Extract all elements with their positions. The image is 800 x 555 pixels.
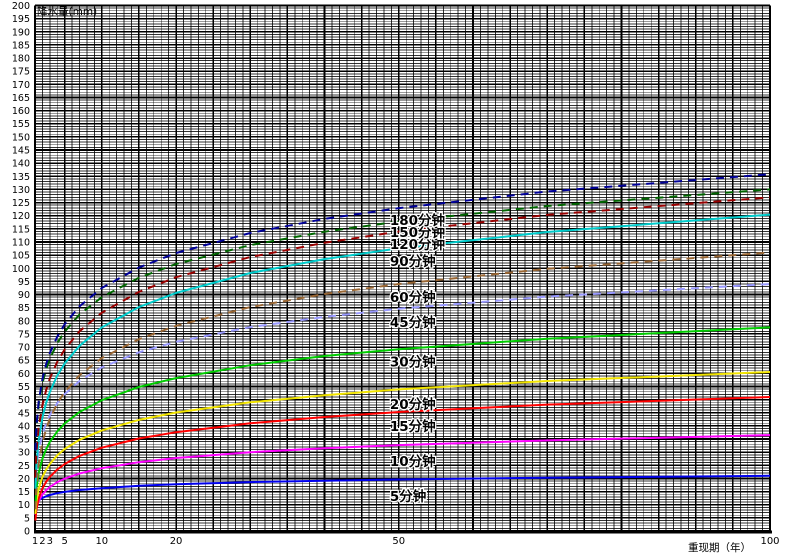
y-tick-label: 70 — [18, 343, 30, 354]
y-tick-label: 135 — [12, 172, 30, 183]
series-curve-10分钟 — [34, 434, 771, 516]
series-label: 20分钟 — [390, 396, 436, 413]
y-tick-label: 115 — [12, 224, 30, 235]
series-curve-20分钟 — [34, 371, 771, 514]
y-tick-label: 185 — [12, 40, 30, 51]
y-tick-label: 180 — [12, 54, 30, 65]
y-tick-label: 165 — [12, 93, 30, 104]
y-tick-label: 190 — [12, 27, 30, 38]
y-tick-label: 30 — [18, 448, 30, 459]
x-tick-label: 2 — [39, 536, 45, 547]
y-tick-label: 140 — [12, 159, 30, 170]
y-tick-label: 110 — [12, 237, 30, 248]
y-tick-label: 170 — [12, 80, 30, 91]
y-tick-label: 20 — [18, 474, 30, 485]
y-tick-label: 95 — [18, 277, 30, 288]
series-curve-5分钟 — [34, 474, 771, 506]
x-tick-label: 3 — [47, 536, 53, 547]
x-tick-label: 10 — [95, 536, 108, 547]
series-label: 10分钟 — [390, 453, 436, 470]
x-tick-label: 50 — [392, 536, 405, 547]
y-tick-label: 60 — [18, 369, 30, 380]
series-label: 30分钟 — [390, 353, 436, 370]
y-tick-label: 105 — [12, 251, 30, 262]
y-tick-label: 85 — [18, 303, 30, 314]
y-tick-label: 80 — [18, 316, 30, 327]
series-label: 15分钟 — [390, 418, 436, 435]
y-tick-label: 5 — [24, 513, 30, 524]
series-curve-180分钟 — [34, 173, 771, 451]
series-curve-45分钟 — [34, 283, 771, 487]
y-tick-label: 35 — [18, 435, 30, 446]
y-tick-label: 160 — [12, 106, 30, 117]
y-tick-label: 125 — [12, 198, 30, 209]
y-tick-label: 120 — [12, 211, 30, 222]
y-tick-label: 50 — [18, 395, 30, 406]
y-tick-label: 90 — [18, 290, 30, 301]
x-tick-label: 20 — [170, 536, 183, 547]
series-curve-120分钟 — [34, 196, 771, 478]
y-axis-title: 降水量(mm) — [37, 6, 98, 18]
y-tick-label: 10 — [18, 500, 30, 511]
series-label: 180分钟 — [390, 212, 445, 229]
x-tick-label: 1 — [32, 536, 38, 547]
x-tick-label: 5 — [62, 536, 68, 547]
y-tick-label: 55 — [18, 382, 30, 393]
series-label: 60分钟 — [390, 289, 436, 306]
series-curve-30分钟 — [34, 326, 771, 505]
series-curve-15分钟 — [34, 396, 771, 521]
series-label: 120分钟 — [390, 236, 445, 253]
y-tick-label: 100 — [12, 264, 30, 275]
y-tick-label: 130 — [12, 185, 30, 196]
y-tick-label: 25 — [18, 461, 30, 472]
y-tick-label: 145 — [12, 146, 30, 157]
x-axis-title: 重现期（年） — [688, 542, 751, 554]
y-tick-label: 175 — [12, 67, 30, 78]
y-tick-label: 45 — [18, 408, 30, 419]
series-label: 150分钟 — [390, 224, 445, 241]
series-label: 45分钟 — [390, 314, 436, 331]
series-curve-90分钟 — [34, 213, 771, 489]
series-curve-60分钟 — [34, 251, 771, 510]
series-label: 90分钟 — [390, 253, 436, 270]
y-tick-label: 40 — [18, 421, 30, 432]
y-tick-label: 75 — [18, 329, 30, 340]
y-tick-label: 150 — [12, 132, 30, 143]
y-tick-label: 155 — [12, 119, 30, 130]
y-tick-label: 65 — [18, 356, 30, 367]
y-tick-label: 200 — [12, 1, 30, 12]
y-tick-label: 15 — [18, 487, 30, 498]
x-tick-label: 100 — [760, 536, 779, 547]
series-label: 5分钟 — [390, 488, 426, 505]
y-tick-label: 0 — [24, 527, 30, 538]
y-tick-label: 195 — [12, 14, 30, 25]
